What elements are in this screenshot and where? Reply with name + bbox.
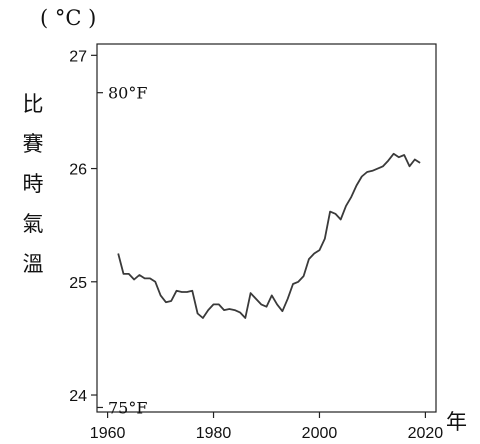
x-tick-label: 1980 — [196, 425, 232, 442]
x-axis-label: 年 — [446, 410, 467, 434]
temperature-series-line — [117, 152, 421, 319]
fahrenheit-label: 75°F — [108, 398, 147, 417]
x-tick-label: 2020 — [408, 425, 444, 442]
y-axis-label-char: 比 — [22, 92, 44, 116]
y-axis-label-char: 賽 — [22, 132, 44, 156]
y-axis-label-char: 氣 — [22, 212, 44, 236]
fahrenheit-label: 80°F — [108, 84, 147, 103]
y-axis-label-char: 溫 — [22, 252, 44, 276]
plot-frame — [96, 43, 437, 413]
y-unit-label: ( °C ) — [40, 6, 97, 30]
x-tick-label: 2000 — [302, 425, 338, 442]
y-tick-label: 25 — [69, 275, 87, 292]
y-tick-label: 27 — [69, 48, 87, 65]
x-tick-label: 1960 — [90, 425, 126, 442]
y-axis-label-char: 時 — [22, 172, 44, 196]
y-tick-label: 26 — [69, 162, 87, 179]
y-tick-label: 24 — [69, 388, 87, 405]
